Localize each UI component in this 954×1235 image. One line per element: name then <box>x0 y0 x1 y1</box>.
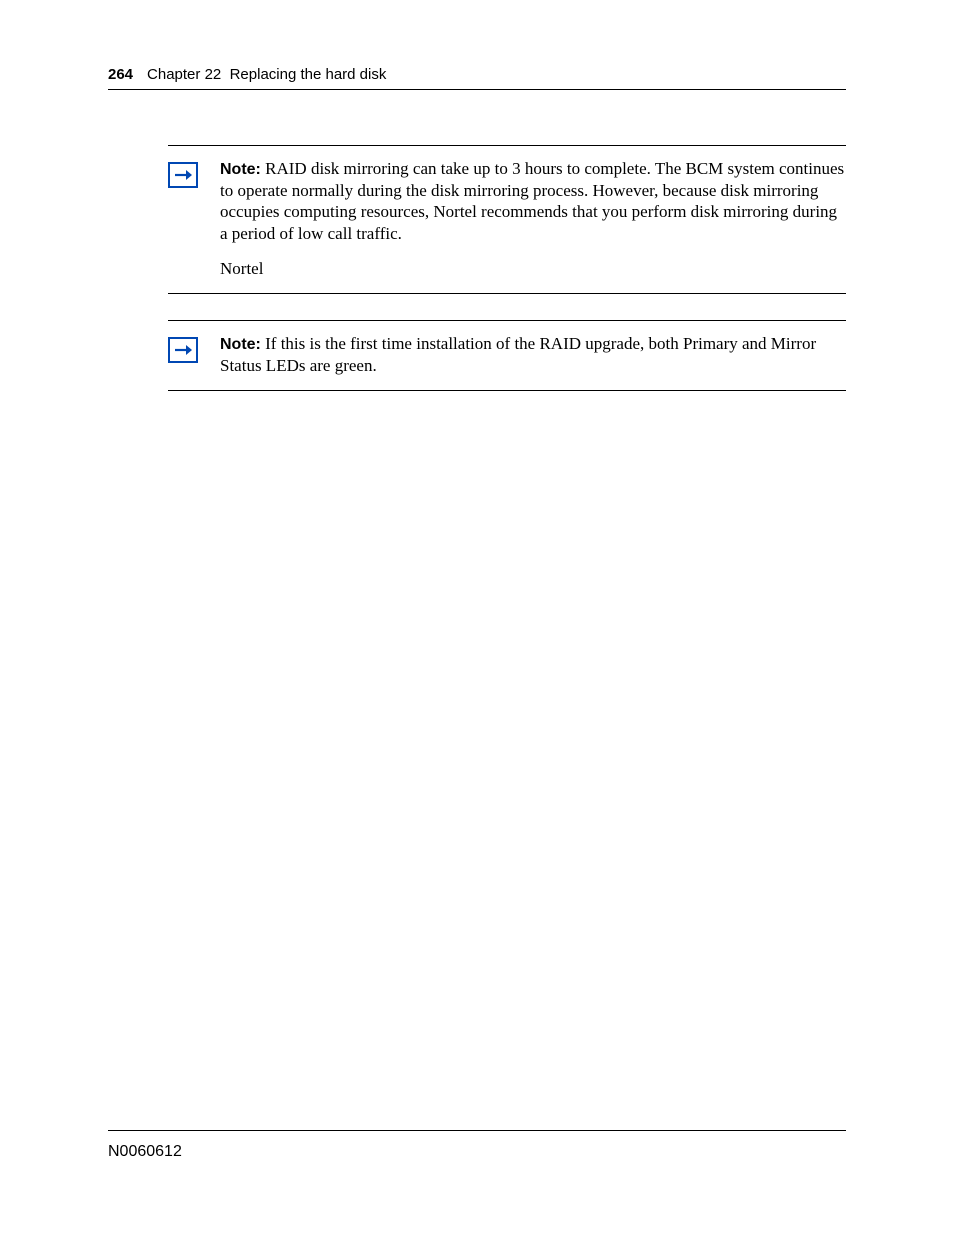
note-label: Note: <box>220 161 261 178</box>
note-icon-column <box>168 158 220 279</box>
note-label: Note: <box>220 336 261 353</box>
note-text: Note: RAID disk mirroring can take up to… <box>220 158 846 279</box>
note-body: RAID disk mirroring can take up to 3 hou… <box>220 159 844 243</box>
note-trailing-text: Nortel <box>220 258 846 279</box>
document-page: 264 Chapter 22 Replacing the hard disk N… <box>0 0 954 1235</box>
note-icon-column <box>168 333 220 376</box>
header-spacer <box>221 66 229 83</box>
note-block: Note: RAID disk mirroring can take up to… <box>168 145 846 294</box>
arrow-right-icon <box>168 337 198 363</box>
document-id: N0060612 <box>108 1143 182 1160</box>
note-text: Note: If this is the first time installa… <box>220 333 846 376</box>
note-block: Note: If this is the first time installa… <box>168 320 846 391</box>
page-header: 264 Chapter 22 Replacing the hard disk <box>108 66 846 90</box>
chapter-label: Chapter 22 <box>147 66 221 83</box>
page-footer: N0060612 <box>108 1130 846 1161</box>
page-number: 264 <box>108 66 133 83</box>
arrow-right-icon <box>168 162 198 188</box>
chapter-title: Replacing the hard disk <box>230 66 387 83</box>
note-body: If this is the first time installation o… <box>220 334 816 375</box>
